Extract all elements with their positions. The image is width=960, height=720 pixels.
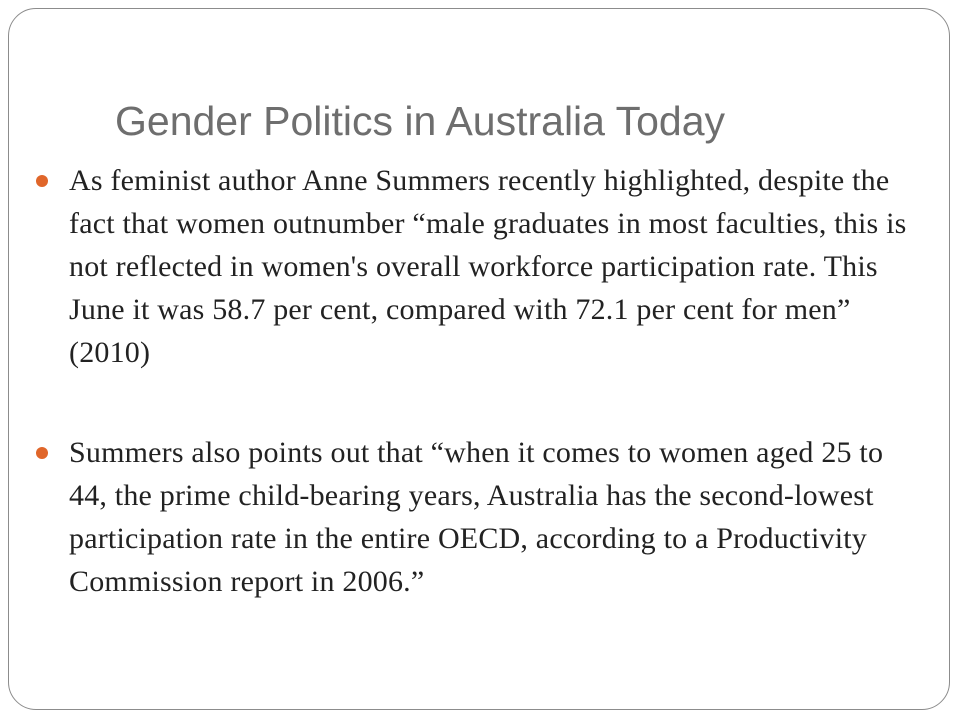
bullet-item: As feminist author Anne Summers recently…	[36, 159, 919, 374]
bullet-dot-icon	[36, 447, 48, 459]
bullet-item: Summers also points out that “when it co…	[36, 431, 919, 603]
bullet-text: As feminist author Anne Summers recently…	[69, 164, 907, 369]
bullet-text: Summers also points out that “when it co…	[69, 436, 884, 598]
slide-frame: Gender Politics in Australia Today As fe…	[8, 8, 950, 710]
bullet-list: As feminist author Anne Summers recently…	[36, 159, 919, 660]
slide-title: Gender Politics in Australia Today	[115, 98, 726, 144]
bullet-dot-icon	[36, 175, 48, 187]
